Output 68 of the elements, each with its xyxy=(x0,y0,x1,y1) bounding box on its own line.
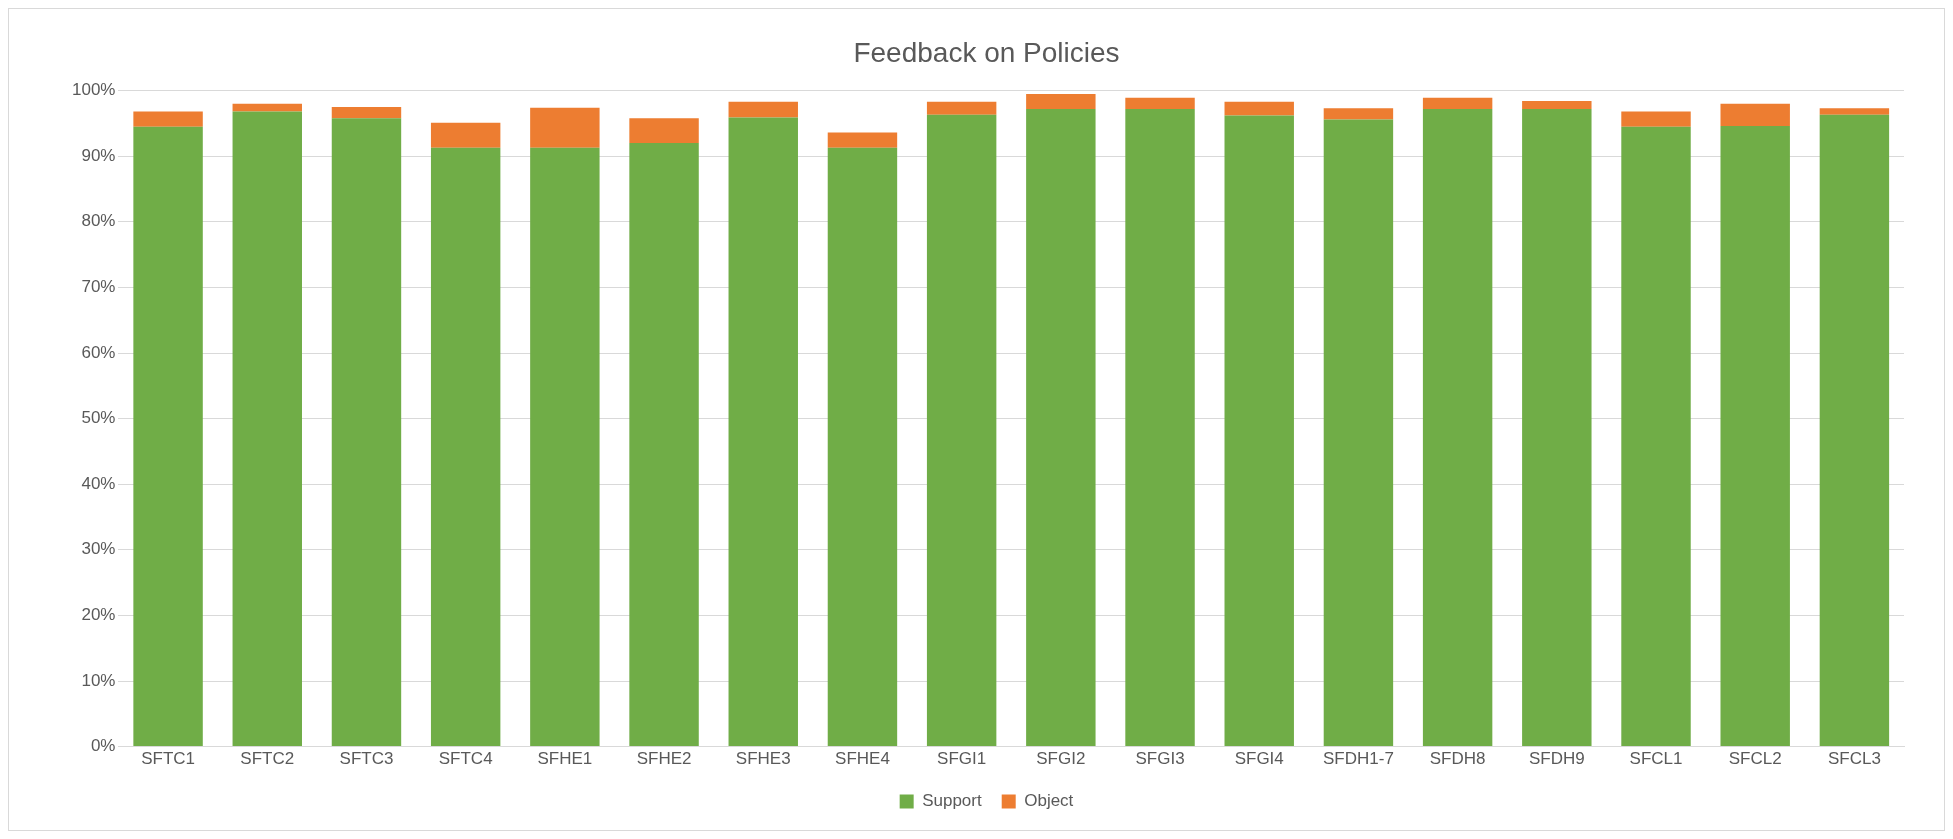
bar xyxy=(629,143,699,747)
bar xyxy=(1621,111,1691,127)
x-tick-label: SFHE4 xyxy=(835,749,890,769)
x-tick-label: SFHE1 xyxy=(537,749,593,769)
bar xyxy=(1720,126,1790,747)
bar xyxy=(1422,97,1493,109)
x-tick-label: SFGI4 xyxy=(1234,749,1284,769)
bar xyxy=(133,111,203,127)
bar xyxy=(1224,115,1294,747)
bar xyxy=(133,126,203,747)
x-tick-label: SFDH8 xyxy=(1429,749,1486,769)
x-tick-label: SFTC2 xyxy=(240,749,295,769)
bar xyxy=(1819,114,1890,747)
x-tick-label: SFHE2 xyxy=(636,749,692,769)
bar xyxy=(728,117,798,747)
y-tick-label: 80% xyxy=(81,211,116,231)
chart-title: Feedback on Policies xyxy=(853,36,1120,68)
legend-label: Object xyxy=(1024,791,1074,811)
y-tick-label: 100% xyxy=(72,80,116,100)
y-tick-label: 70% xyxy=(81,277,116,297)
y-tick-label: 30% xyxy=(81,539,116,559)
x-tick-label: SFTC1 xyxy=(141,749,195,769)
x-tick-label: SFCL3 xyxy=(1827,749,1881,769)
bar xyxy=(530,147,600,747)
x-tick-label: SFTC4 xyxy=(438,749,493,769)
bar xyxy=(1522,108,1592,747)
bar xyxy=(1720,103,1790,127)
bar xyxy=(1422,108,1493,747)
legend-label: Support xyxy=(922,791,982,811)
x-tick-label: SFGI1 xyxy=(937,749,987,769)
x-tick-label: SFHE3 xyxy=(735,749,791,769)
y-tick-label: 10% xyxy=(81,670,116,690)
y-tick-label: 0% xyxy=(90,736,116,756)
bar xyxy=(232,111,302,747)
y-tick-label: 20% xyxy=(81,605,116,625)
y-tick-label: 90% xyxy=(81,145,116,165)
bar xyxy=(926,101,997,115)
bar xyxy=(232,103,302,112)
bar xyxy=(430,147,501,747)
bar xyxy=(1323,119,1394,747)
bar xyxy=(430,122,501,148)
bar xyxy=(728,101,798,118)
bar xyxy=(1522,101,1592,109)
bar xyxy=(1224,101,1294,116)
bar xyxy=(1026,108,1096,747)
bar xyxy=(1026,93,1096,109)
bar xyxy=(331,118,402,747)
x-tick-label: SFTC3 xyxy=(339,749,394,769)
x-tick-label: SFDH9 xyxy=(1528,749,1585,769)
bar xyxy=(1125,97,1195,109)
bar xyxy=(827,132,898,148)
x-tick-label: SFDH1-7 xyxy=(1322,749,1394,769)
bar xyxy=(629,118,699,144)
x-tick-label: SFGI3 xyxy=(1135,749,1185,769)
bar xyxy=(530,107,600,148)
x-tick-label: SFCL2 xyxy=(1728,749,1782,769)
y-tick-label: 60% xyxy=(81,342,116,362)
y-tick-label: 50% xyxy=(81,408,116,428)
bar xyxy=(1323,108,1394,120)
bar xyxy=(1819,108,1890,115)
bar xyxy=(926,114,997,747)
bar xyxy=(331,107,402,119)
x-tick-label: SFCL1 xyxy=(1629,749,1683,769)
bar xyxy=(1621,126,1691,747)
y-tick-label: 40% xyxy=(81,473,116,493)
bar xyxy=(827,147,898,747)
bar xyxy=(1125,108,1195,747)
x-tick-label: SFGI2 xyxy=(1036,749,1086,769)
